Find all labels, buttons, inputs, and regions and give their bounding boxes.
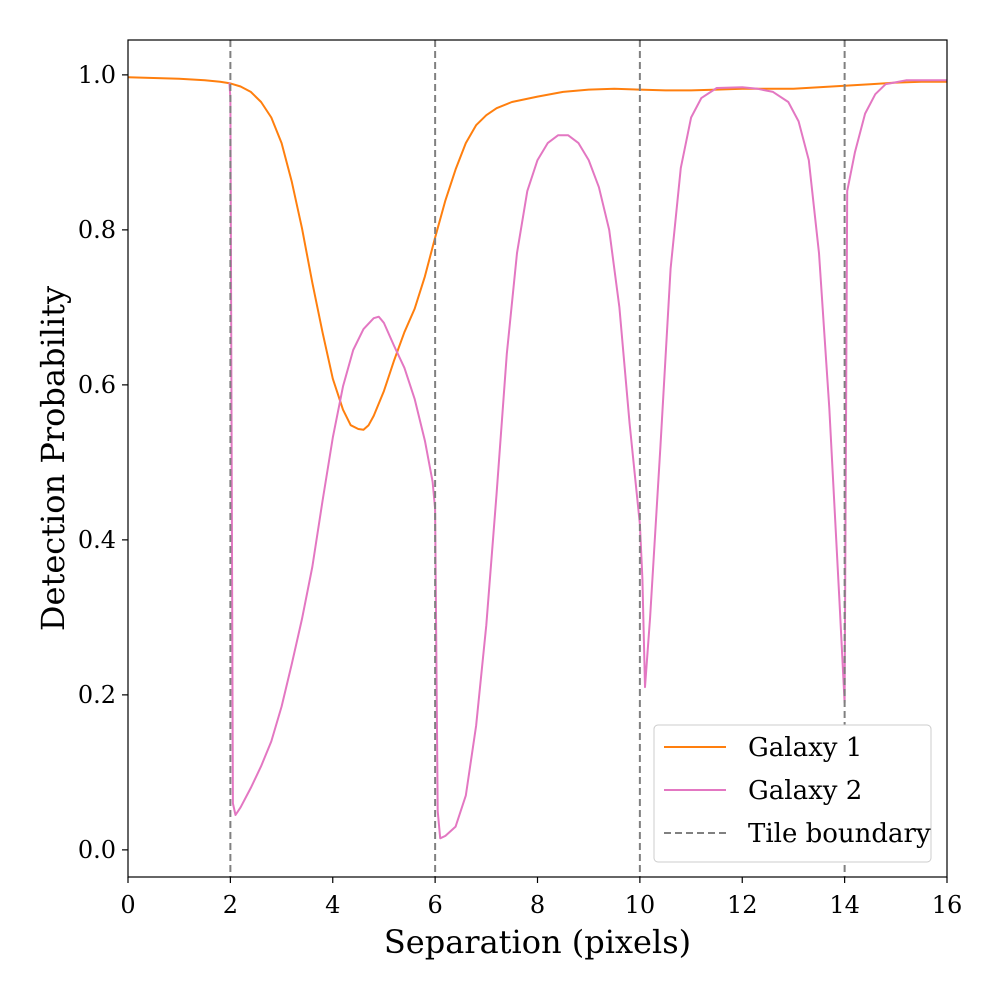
x-tick-label-2: 4 (325, 891, 340, 919)
y-tick-label-0: 0.0 (78, 836, 116, 864)
x-tick-label-1: 2 (223, 891, 238, 919)
y-tick-label-3: 0.6 (78, 371, 116, 399)
series-line-1 (228, 79, 947, 840)
y-tick-label-1: 0.2 (78, 681, 116, 709)
x-tick-label-7: 14 (829, 891, 860, 919)
legend-label-0: Galaxy 1 (748, 733, 862, 763)
legend-box (653, 724, 932, 863)
y-tick-label-5: 1.0 (78, 61, 116, 89)
series-line-0 (127, 76, 947, 431)
x-tick-label-0: 0 (120, 891, 135, 919)
x-tick-label-6: 12 (727, 891, 758, 919)
x-axis-title: Separation (pixels) (384, 923, 691, 961)
x-tick-label-5: 10 (625, 891, 656, 919)
legend: Galaxy 1 Galaxy 2 Tile boundary (653, 724, 932, 863)
y-tick-label-2: 0.4 (78, 526, 116, 554)
legend-label-2: Tile boundary (748, 819, 931, 849)
legend-label-1: Galaxy 2 (748, 776, 862, 806)
y-axis-title: Detection Probability (34, 286, 72, 631)
x-tick-label-8: 16 (932, 891, 963, 919)
x-tick-label-4: 8 (530, 891, 545, 919)
y-tick-label-4: 0.8 (78, 216, 116, 244)
plot-marks (127, 40, 947, 877)
x-tick-label-3: 6 (427, 891, 442, 919)
axis-ticks: 0 2 4 6 8 10 12 14 16 0.0 0.2 0.4 0.6 0.8 1.0 (78, 61, 962, 919)
